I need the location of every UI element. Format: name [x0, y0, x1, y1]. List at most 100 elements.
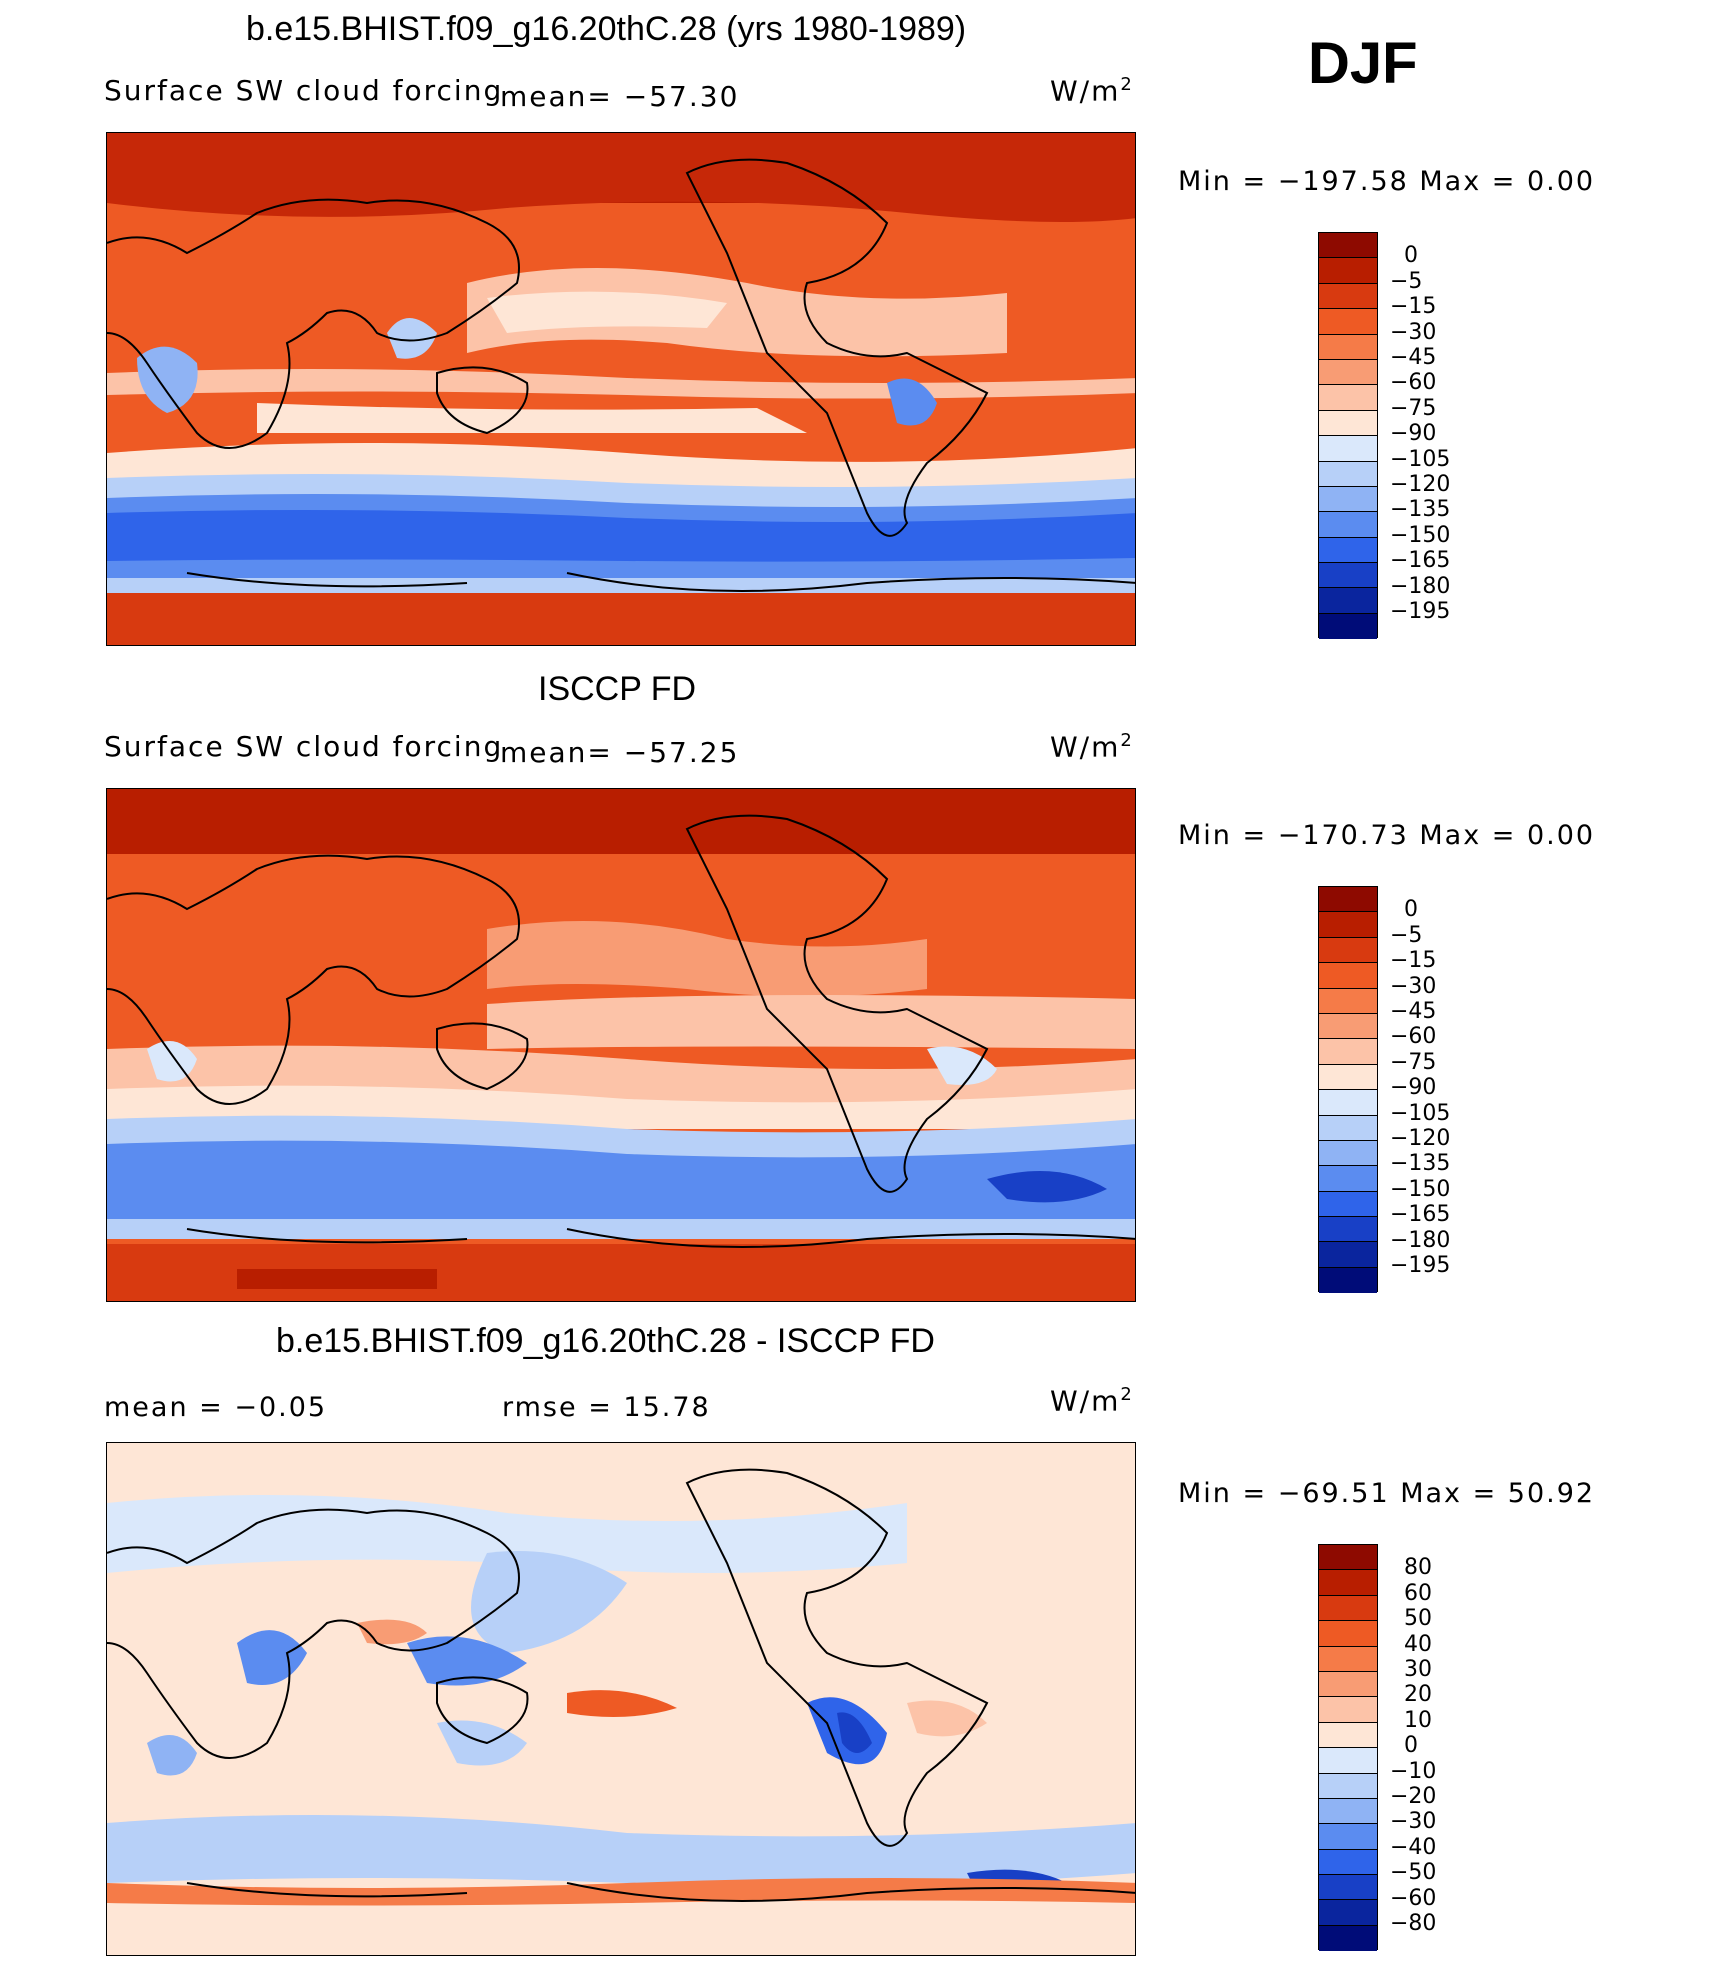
colorbar-swatch	[1319, 1166, 1377, 1192]
colorbar-tick-label: −50	[1390, 1860, 1437, 1886]
colorbar-tick-label: −90	[1390, 421, 1437, 447]
colorbar-swatch	[1319, 937, 1377, 964]
colorbar-swatch	[1319, 1798, 1377, 1825]
colorbar-tick-label: −45	[1390, 999, 1437, 1024]
colorbar-tick-label: −105	[1390, 446, 1451, 472]
colorbar-swatch	[1319, 1697, 1377, 1723]
colorbar-swatch	[1319, 283, 1377, 310]
colorbar-tick-label: −60	[1390, 370, 1437, 396]
colorbar-tick-label: 0	[1404, 243, 1418, 269]
colorbar-tick-label: 60	[1404, 1580, 1432, 1606]
colorbar-swatch	[1319, 1545, 1377, 1571]
colorbar-tick-label: −30	[1390, 973, 1437, 999]
colorbar-swatch	[1319, 258, 1377, 284]
colorbar-swatch	[1319, 436, 1377, 462]
colorbar-tick-label: −60	[1390, 1024, 1437, 1050]
panel-1-map	[106, 132, 1136, 646]
colorbar-tick-label: −5	[1390, 922, 1423, 948]
colorbar-tick-label: 80	[1404, 1555, 1432, 1581]
colorbar-swatch	[1319, 1140, 1377, 1167]
colorbar-swatch	[1319, 588, 1377, 614]
colorbar-tick-label: −80	[1390, 1911, 1437, 1936]
colorbar-swatch	[1319, 1824, 1377, 1850]
colorbar-swatch	[1319, 1671, 1377, 1698]
colorbar-tick-label: −20	[1390, 1784, 1437, 1809]
colorbar-tick-label: −165	[1390, 548, 1451, 574]
colorbar-swatch	[1319, 1090, 1377, 1116]
colorbar-swatch	[1319, 385, 1377, 411]
panel-2-map	[106, 788, 1136, 1302]
panel-3-rmse: rmse = 15.78	[502, 1392, 711, 1423]
panel-3-min-max: Min = −69.51 Max = 50.92	[1178, 1478, 1596, 1509]
panel-2-mean: mean= −57.25	[500, 736, 740, 769]
colorbar-swatch	[1319, 1646, 1377, 1672]
colorbar-swatch	[1319, 613, 1377, 640]
colorbar-swatch	[1319, 309, 1377, 335]
panel-1-mean: mean= −57.30	[500, 80, 740, 113]
colorbar-swatch	[1319, 334, 1377, 360]
colorbar-tick-label: −105	[1390, 1100, 1451, 1126]
panel-2-min-max: Min = −170.73 Max = 0.00	[1178, 820, 1596, 851]
panel-2-field	[107, 789, 1135, 1301]
panel-3-colorbar	[1318, 1544, 1378, 1952]
colorbar-tick-label: −75	[1390, 1049, 1437, 1075]
colorbar-swatch	[1319, 1748, 1377, 1774]
colorbar-swatch	[1319, 1722, 1377, 1749]
colorbar-tick-label: −150	[1390, 522, 1451, 548]
colorbar-swatch	[1319, 1849, 1377, 1876]
colorbar-tick-label: −45	[1390, 345, 1437, 370]
panel-3-title: b.e15.BHIST.f09_g16.20thC.28 - ISCCP FD	[276, 1322, 935, 1360]
colorbar-tick-label: 50	[1404, 1606, 1432, 1632]
panel-2-units: W/m2	[1050, 730, 1134, 764]
colorbar-swatch	[1319, 486, 1377, 513]
colorbar-swatch	[1319, 1570, 1377, 1596]
colorbar-tick-label: −15	[1390, 294, 1437, 320]
colorbar-swatch	[1319, 1217, 1377, 1243]
colorbar-tick-label: −30	[1390, 1809, 1437, 1835]
colorbar-swatch	[1319, 461, 1377, 487]
colorbar-swatch	[1319, 1115, 1377, 1141]
colorbar-swatch	[1319, 410, 1377, 437]
season-label: DJF	[1308, 31, 1418, 96]
colorbar-tick-label: −195	[1390, 599, 1451, 624]
panel-1-min-max: Min = −197.58 Max = 0.00	[1178, 166, 1596, 197]
colorbar-swatch	[1319, 912, 1377, 938]
colorbar-swatch	[1319, 1773, 1377, 1799]
colorbar-tick-label: 0	[1404, 1733, 1418, 1759]
colorbar-swatch	[1319, 988, 1377, 1014]
colorbar-swatch	[1319, 1925, 1377, 1952]
colorbar-tick-label: −165	[1390, 1202, 1451, 1228]
colorbar-swatch	[1319, 563, 1377, 589]
colorbar-swatch	[1319, 1039, 1377, 1065]
colorbar-swatch	[1319, 887, 1377, 913]
colorbar-swatch	[1319, 1900, 1377, 1926]
panel-1-field	[107, 133, 1135, 645]
colorbar-tick-label: 30	[1404, 1657, 1432, 1682]
colorbar-tick-label: −120	[1390, 472, 1451, 497]
colorbar-swatch	[1319, 1064, 1377, 1091]
panel-1-variable: Surface SW cloud forcing	[104, 74, 504, 107]
colorbar-swatch	[1319, 233, 1377, 259]
colorbar-swatch	[1319, 537, 1377, 564]
panel-2-title: ISCCP FD	[538, 670, 697, 708]
colorbar-swatch	[1319, 1013, 1377, 1040]
colorbar-swatch	[1319, 512, 1377, 538]
panel-1-colorbar	[1318, 232, 1378, 640]
colorbar-swatch	[1319, 1595, 1377, 1622]
colorbar-swatch	[1319, 963, 1377, 989]
colorbar-tick-label: −135	[1390, 497, 1451, 523]
panel-1-units: W/m2	[1050, 74, 1134, 108]
panel-3-field	[107, 1443, 1135, 1955]
colorbar-swatch	[1319, 1267, 1377, 1294]
colorbar-tick-label: −10	[1390, 1758, 1437, 1784]
colorbar-tick-label: −135	[1390, 1151, 1451, 1177]
colorbar-tick-label: 10	[1404, 1707, 1432, 1733]
colorbar-tick-label: 20	[1404, 1682, 1432, 1708]
colorbar-tick-label: −120	[1390, 1126, 1451, 1151]
colorbar-tick-label: 0	[1404, 897, 1418, 923]
colorbar-tick-label: −15	[1390, 948, 1437, 974]
colorbar-tick-label: 40	[1404, 1631, 1432, 1657]
colorbar-tick-label: −90	[1390, 1075, 1437, 1101]
panel-3-units: W/m2	[1050, 1384, 1134, 1418]
